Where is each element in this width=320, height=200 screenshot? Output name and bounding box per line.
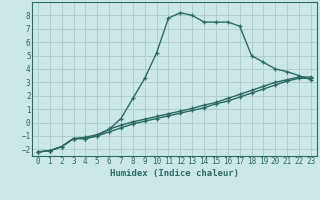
X-axis label: Humidex (Indice chaleur): Humidex (Indice chaleur)	[110, 169, 239, 178]
